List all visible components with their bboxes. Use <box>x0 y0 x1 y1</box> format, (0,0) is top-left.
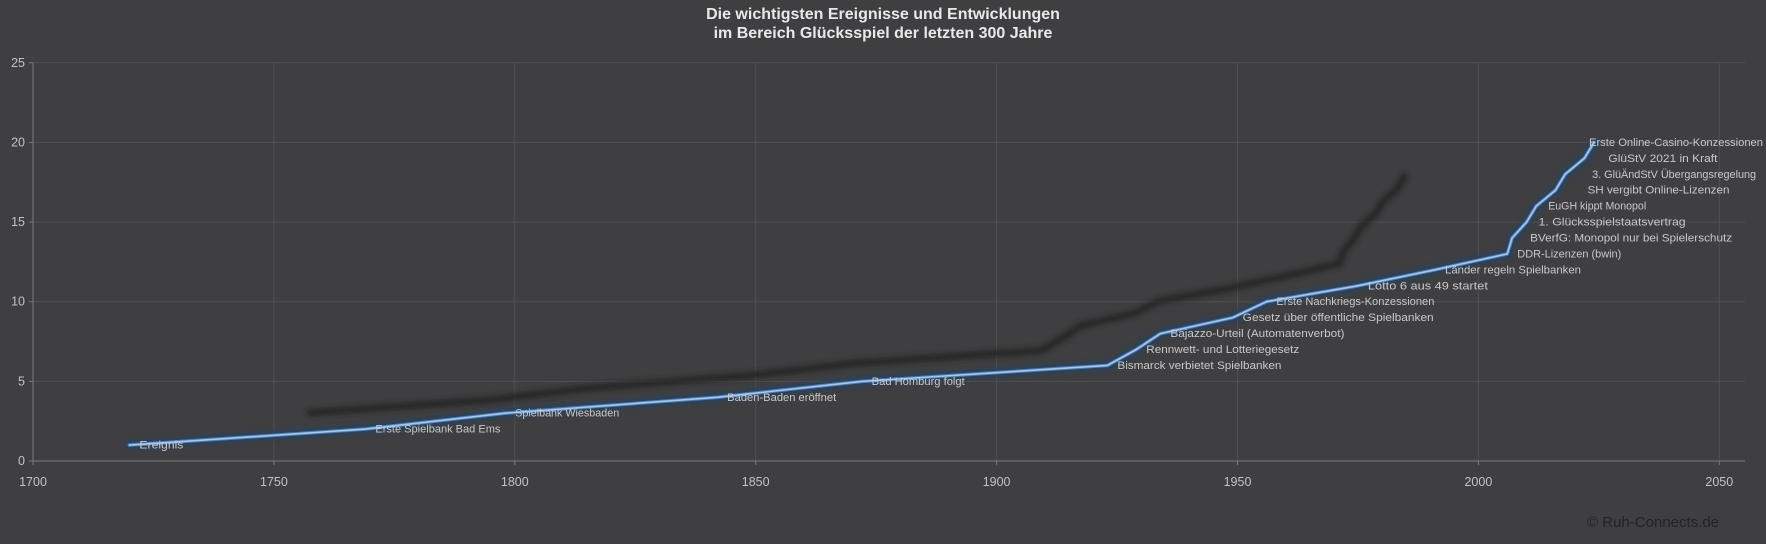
shadow-line <box>306 173 1408 417</box>
event-label-4: Baden-Baden eröffnet <box>727 392 836 404</box>
axes <box>29 62 1745 465</box>
copyright-text: © Ruh-Connects.de <box>1587 514 1719 531</box>
x-tick-label-1750: 1750 <box>260 475 288 489</box>
event-line-glow <box>124 137 1599 450</box>
y-tick-label-5: 5 <box>18 374 25 388</box>
event-label-19: GlüStV 2021 in Kraft <box>1608 153 1717 165</box>
event-label-17: SH vergibt Online-Lizenzen <box>1588 185 1730 197</box>
x-tick-label-1950: 1950 <box>1224 475 1252 489</box>
event-label-13: DDR-Lizenzen (bwin) <box>1517 248 1621 260</box>
event-label-6: Bismarck verbietet Spielbanken <box>1117 360 1281 372</box>
event-label-5: Bad Homburg folgt <box>872 376 965 388</box>
event-labels: Ereignis Erste Spielbank Bad Ems Spielbank… <box>139 137 1763 452</box>
event-label-20: Erste Online-Casino-Konzessionen <box>1589 137 1763 149</box>
event-label-2: Erste Spielbank Bad Ems <box>375 424 500 436</box>
x-tick-label-1800: 1800 <box>501 475 529 489</box>
event-label-3: Spielbank Wiesbaden <box>515 408 619 420</box>
event-label-15: 1. Glücksspielstaatsvertrag <box>1539 217 1686 229</box>
event-label-14: BVerfG: Monopol nur bei Spielerschutz <box>1530 233 1732 245</box>
event-label-12: Länder regeln Spielbanken <box>1445 264 1581 276</box>
y-tick-label-20: 20 <box>11 135 25 149</box>
event-label-11: Lotto 6 aus 49 startet <box>1368 280 1488 292</box>
x-tick-label-2050: 2050 <box>1705 475 1733 489</box>
event-label-7: Rennwett- und Lotteriegesetz <box>1146 344 1299 356</box>
chart-title: Die wichtigsten Ereignisse und Entwicklu… <box>0 5 1766 43</box>
y-tick-label-15: 15 <box>11 215 25 229</box>
chart-title-line1: Die wichtigsten Ereignisse und Entwicklu… <box>706 6 1060 23</box>
event-line-core <box>128 141 1595 446</box>
event-label-10: Erste Nachkriegs-Konzessionen <box>1276 296 1434 308</box>
y-tick-label-10: 10 <box>11 295 25 309</box>
y-tick-label-25: 25 <box>11 56 25 70</box>
event-label-18: 3. GlüÄndStV Übergangsregelung <box>1592 169 1756 181</box>
event-label-9: Gesetz über öffentliche Spielbanken <box>1243 312 1434 324</box>
y-tick-label-0: 0 <box>18 454 25 468</box>
event-label-16: EuGH kippt Monopol <box>1548 201 1646 213</box>
x-tick-label-2000: 2000 <box>1464 475 1492 489</box>
chart-title-line2: im Bereich Glücksspiel der letzten 300 J… <box>713 25 1053 42</box>
event-line <box>127 140 1596 447</box>
x-tick-label-1850: 1850 <box>742 475 770 489</box>
tick-labels: 1700 1750 1800 1850 1900 1950 2000 2050 0 5 10 15 20… <box>11 56 1733 489</box>
event-label-8: Bajazzo-Urteil (Automatenverbot) <box>1170 328 1344 340</box>
x-tick-label-1900: 1900 <box>983 475 1011 489</box>
event-label-1: Ereignis <box>139 440 184 452</box>
x-tick-label-1700: 1700 <box>19 475 47 489</box>
